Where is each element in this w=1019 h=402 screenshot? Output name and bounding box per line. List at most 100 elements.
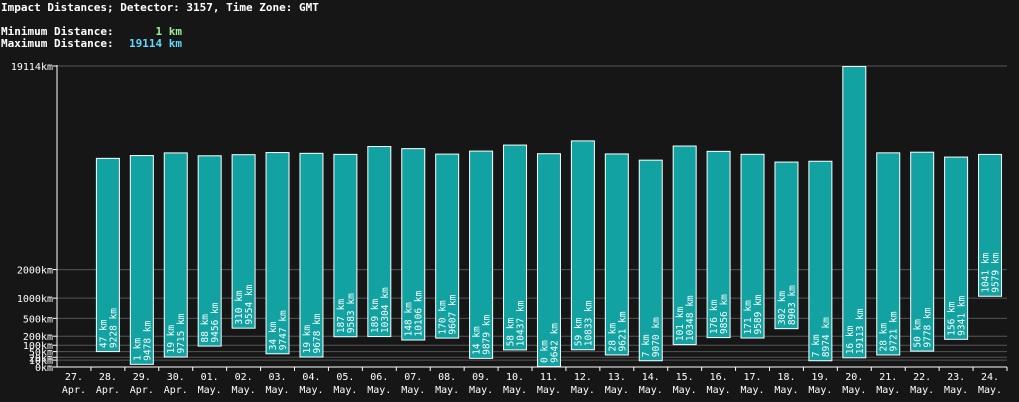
bar-min-label: 1 km bbox=[132, 338, 143, 361]
bar-min-label: 88 km bbox=[200, 314, 211, 343]
x-tick-label-day: 05. bbox=[336, 372, 354, 383]
range-bar bbox=[774, 161, 799, 330]
x-tick-label-day: 17. bbox=[744, 372, 762, 383]
x-tick-label-day: 18. bbox=[777, 372, 795, 383]
x-tick-label-day: 14. bbox=[642, 372, 660, 383]
bar-min-label: 176 km bbox=[709, 300, 720, 335]
x-tick-label-month: May. bbox=[808, 385, 832, 396]
bar-max-label: 10106 km bbox=[414, 290, 425, 336]
bar-max-label: 9747 km bbox=[278, 310, 289, 350]
range-bar bbox=[231, 154, 256, 329]
range-bar bbox=[503, 144, 528, 351]
x-tick-label-day: 15. bbox=[676, 372, 694, 383]
range-bar bbox=[333, 153, 358, 338]
range-bar bbox=[367, 145, 392, 338]
bar-max-label: 9341 km bbox=[957, 295, 968, 335]
bar-max-label: 9715 km bbox=[176, 313, 187, 353]
x-tick-label-day: 21. bbox=[879, 372, 897, 383]
x-tick-label-month: May. bbox=[503, 385, 527, 396]
x-tick-label-month: May. bbox=[469, 385, 493, 396]
y-tick-label: 1000km bbox=[17, 294, 53, 305]
bar-min-label: 19 km bbox=[166, 325, 177, 354]
range-bar bbox=[469, 150, 494, 359]
x-tick-label-month: May. bbox=[537, 385, 561, 396]
bar-max-label: 9721 km bbox=[889, 311, 900, 351]
range-bar bbox=[740, 153, 765, 339]
bar-max-label: 10304 km bbox=[380, 287, 391, 333]
x-tick-label-month: May. bbox=[265, 385, 289, 396]
range-bar bbox=[808, 160, 833, 362]
bar-min-label: 101 km bbox=[675, 307, 686, 342]
x-tick-label-month: May. bbox=[910, 385, 934, 396]
y-tick-label: 200km bbox=[23, 332, 53, 343]
x-tick-label-month: May. bbox=[198, 385, 222, 396]
bar-max-label: 9589 km bbox=[753, 294, 764, 334]
range-bar bbox=[401, 148, 426, 341]
x-tick-label-month: May. bbox=[876, 385, 900, 396]
bar-max-label: 10348 km bbox=[685, 295, 696, 341]
x-tick-label-day: 19. bbox=[811, 372, 829, 383]
y-tick-label: 50km bbox=[29, 348, 53, 359]
bar-min-label: 0 km bbox=[539, 340, 550, 363]
bar-max-label: 9621 km bbox=[617, 311, 628, 351]
axes bbox=[53, 65, 1008, 371]
x-tick-label-day: 22. bbox=[913, 372, 931, 383]
bar-max-label: 9554 km bbox=[244, 284, 255, 324]
bar-min-label: 16 km bbox=[845, 325, 856, 354]
x-tick-label-month: Apr. bbox=[130, 385, 154, 396]
bar-min-label: 1041 km bbox=[981, 252, 992, 292]
y-tick-label: 20km bbox=[29, 353, 53, 364]
bar-max-label: 9579 km bbox=[991, 252, 1002, 292]
x-tick-label-day: 04. bbox=[302, 372, 320, 383]
x-tick-label-day: 09. bbox=[472, 372, 490, 383]
range-bar bbox=[299, 152, 324, 358]
range-bar bbox=[265, 152, 290, 355]
bar-max-label: 9778 km bbox=[923, 307, 934, 347]
y-tick-label: 2000km bbox=[17, 266, 53, 277]
bar-max-label: 10437 km bbox=[516, 300, 527, 346]
x-tick-label-day: 08. bbox=[438, 372, 456, 383]
bar-max-label: 9642 km bbox=[549, 323, 560, 363]
x-tick-label-day: 28. bbox=[99, 372, 117, 383]
x-tick-label-month: May. bbox=[673, 385, 697, 396]
bar-min-label: 310 km bbox=[234, 290, 245, 325]
x-tick-label-month: May. bbox=[435, 385, 459, 396]
x-tick-label-month: May. bbox=[333, 385, 357, 396]
bar-max-label: 9478 km bbox=[142, 321, 153, 361]
y-tick-label: 10km bbox=[29, 356, 53, 367]
x-tick-label-month: May. bbox=[944, 385, 968, 396]
bar-min-label: 19 km bbox=[302, 325, 313, 354]
x-tick-label-month: May. bbox=[639, 385, 663, 396]
range-bar bbox=[570, 140, 595, 351]
bar-min-label: 14 km bbox=[472, 326, 483, 355]
bar-max-label: 9856 km bbox=[719, 294, 730, 334]
bar-max-label: 9678 km bbox=[312, 313, 323, 353]
chart-title: Impact Distances; Detector: 3157, Time Z… bbox=[1, 1, 319, 14]
x-tick-label-day: 20. bbox=[845, 372, 863, 383]
bar-min-label: 59 km bbox=[573, 317, 584, 346]
range-bar bbox=[978, 153, 1003, 297]
x-tick-label-month: May. bbox=[605, 385, 629, 396]
range-bar bbox=[95, 157, 120, 353]
range-bar bbox=[163, 152, 188, 358]
bar-max-label: 10833 km bbox=[583, 300, 594, 346]
x-tick-label-day: 24. bbox=[981, 372, 999, 383]
range-bar bbox=[638, 159, 663, 362]
range-bar bbox=[435, 153, 460, 339]
bar-min-label: 47 km bbox=[98, 319, 109, 348]
x-tick-label-day: 30. bbox=[167, 372, 185, 383]
bar-min-label: 58 km bbox=[506, 318, 517, 347]
x-tick-label-day: 11. bbox=[540, 372, 558, 383]
bar-min-label: 28 km bbox=[607, 323, 618, 352]
max-distance-value: 19114 km bbox=[129, 37, 182, 50]
bars: 47 km 9228 km1 km 9478 km 19 km 9715 km 88 km… bbox=[95, 66, 1003, 367]
x-tick-label-day: 07. bbox=[404, 372, 422, 383]
bar-min-label: 156 km bbox=[947, 301, 958, 336]
x-tick-label-month: Apr. bbox=[164, 385, 188, 396]
bar-max-label: 19113 km bbox=[855, 308, 866, 354]
bar-max-label: 9456 km bbox=[210, 302, 221, 342]
x-tick-label-day: 02. bbox=[235, 372, 253, 383]
bar-max-label: 9070 km bbox=[651, 317, 662, 357]
x-tick-label-day: 29. bbox=[133, 372, 151, 383]
